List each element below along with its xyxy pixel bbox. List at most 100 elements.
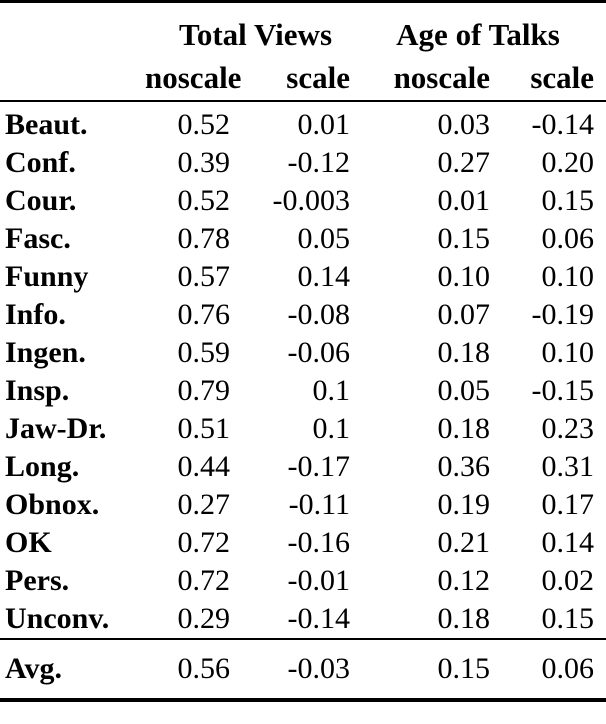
cell-value: 0.56 [145, 638, 230, 702]
row-label: Jaw-Dr. [5, 412, 107, 445]
cell-value: 0.79 [177, 374, 231, 407]
cell-value: 0.14 [541, 526, 595, 559]
table-row: Info. 0.76 -0.08 0.07 -0.19 [0, 296, 606, 334]
row-label: Conf. [5, 146, 76, 179]
group-header-row: Total Views Age of Talks [0, 2, 606, 57]
cell-value: 0.52 [177, 184, 231, 217]
row-label: Fasc. [5, 222, 71, 255]
cell-value: -0.08 [287, 298, 351, 331]
cell-value: 0.44 [177, 450, 231, 483]
row-label: Obnox. [5, 488, 100, 521]
cell-value: 0.72 [177, 526, 231, 559]
cell-value: 0.17 [541, 488, 595, 521]
cell-value: 0.05 [437, 374, 491, 407]
row-label: Pers. [5, 564, 70, 597]
row-label: Long. [5, 450, 80, 483]
table-row: Obnox. 0.27 -0.11 0.19 0.17 [0, 486, 606, 524]
corner-cell [0, 56, 145, 102]
row-label: Ingen. [5, 336, 86, 369]
cell-value: -0.17 [287, 450, 351, 483]
cell-value: 0.1 [312, 412, 351, 445]
cell-value: -0.14 [531, 108, 595, 141]
cell-value: 0.01 [437, 184, 491, 217]
cell-value: 0.10 [437, 260, 491, 293]
cell-value: -0.01 [287, 564, 351, 597]
cell-value: 0.18 [437, 412, 491, 445]
cell-value: 0.19 [437, 488, 491, 521]
cell-value: -0.15 [531, 374, 595, 407]
group-header-age-of-talks: Age of Talks [396, 17, 560, 52]
row-label: OK [5, 526, 52, 559]
cell-value: 0.15 [437, 222, 491, 255]
cell-value: 0.15 [541, 184, 595, 217]
cell-value: -0.14 [287, 602, 351, 635]
table-row: Cour. 0.52 -0.003 0.01 0.15 [0, 182, 606, 220]
cell-value: 0.39 [177, 146, 231, 179]
cell-value: 0.18 [437, 602, 491, 635]
cell-value: 0.23 [541, 412, 595, 445]
cell-value: 0.02 [541, 564, 595, 597]
cell-value: 0.72 [177, 564, 231, 597]
cell-value: -0.16 [287, 526, 351, 559]
cell-value: -0.11 [288, 488, 350, 521]
table-body: Beaut. 0.52 0.01 0.03 -0.14 Conf. 0.39 -0.12 0.2… [0, 101, 606, 639]
cell-value: 0.1 [312, 374, 351, 407]
cell-value: 0.15 [350, 638, 490, 702]
cell-value: 0.05 [297, 222, 351, 255]
row-label: Unconv. [5, 602, 110, 635]
sub-header-views-noscale: noscale [145, 56, 241, 102]
table-row: Fasc. 0.78 0.05 0.15 0.06 [0, 220, 606, 258]
sub-header-age-noscale: noscale [350, 56, 490, 102]
cell-value: 0.10 [541, 260, 595, 293]
cell-value: 0.21 [437, 526, 491, 559]
cell-value: -0.03 [230, 638, 350, 702]
cell-value: 0.31 [541, 450, 595, 483]
table-row: Beaut. 0.52 0.01 0.03 -0.14 [0, 101, 606, 144]
correlation-table: Total Views Age of Talks noscale scale n… [0, 0, 606, 702]
table-header: Total Views Age of Talks noscale scale n… [0, 2, 606, 102]
cell-value: 0.36 [437, 450, 491, 483]
cell-value: 0.59 [177, 336, 231, 369]
cell-value: 0.01 [297, 108, 351, 141]
cell-value: 0.52 [177, 108, 231, 141]
cell-value: -0.003 [272, 184, 351, 217]
cell-value: 0.78 [177, 222, 231, 255]
table-row: Pers. 0.72 -0.01 0.12 0.02 [0, 562, 606, 600]
cell-value: 0.03 [437, 108, 491, 141]
cell-value: 0.06 [490, 638, 606, 702]
cell-value: 0.29 [177, 602, 231, 635]
cell-value: 0.07 [437, 298, 491, 331]
table-row: Funny 0.57 0.14 0.10 0.10 [0, 258, 606, 296]
table-row: Long. 0.44 -0.17 0.36 0.31 [0, 448, 606, 486]
cell-value: 0.51 [177, 412, 231, 445]
cell-value: 0.12 [437, 564, 491, 597]
cell-value: 0.15 [541, 602, 595, 635]
table-row: Ingen. 0.59 -0.06 0.18 0.10 [0, 334, 606, 372]
row-label: Info. [5, 298, 66, 331]
cell-value: -0.19 [531, 298, 595, 331]
sub-header-row: noscale scale noscale scale [0, 56, 606, 102]
cell-value: 0.27 [177, 488, 231, 521]
table-row: Conf. 0.39 -0.12 0.27 0.20 [0, 144, 606, 182]
table-footer: Avg. 0.56 -0.03 0.15 0.06 [0, 638, 606, 702]
summary-row: Avg. 0.56 -0.03 0.15 0.06 [0, 638, 606, 702]
table-row: Jaw-Dr. 0.51 0.1 0.18 0.23 [0, 410, 606, 448]
cell-value: 0.06 [541, 222, 595, 255]
sub-header-age-scale: scale [490, 56, 606, 102]
cell-value: -0.06 [287, 336, 351, 369]
sub-header-views-scale: scale [230, 56, 350, 102]
corner-cell [0, 2, 145, 57]
cell-value: 0.27 [437, 146, 491, 179]
row-label: Insp. [5, 374, 70, 407]
row-label: Cour. [5, 184, 77, 217]
group-header-total-views: Total Views [178, 17, 333, 52]
cell-value: 0.14 [297, 260, 351, 293]
cell-value: -0.12 [287, 146, 351, 179]
row-label: Funny [5, 260, 89, 293]
cell-value: 0.10 [541, 336, 595, 369]
row-label: Avg. [0, 638, 145, 702]
table-row: OK 0.72 -0.16 0.21 0.14 [0, 524, 606, 562]
cell-value: 0.76 [177, 298, 231, 331]
row-label: Beaut. [5, 108, 88, 141]
